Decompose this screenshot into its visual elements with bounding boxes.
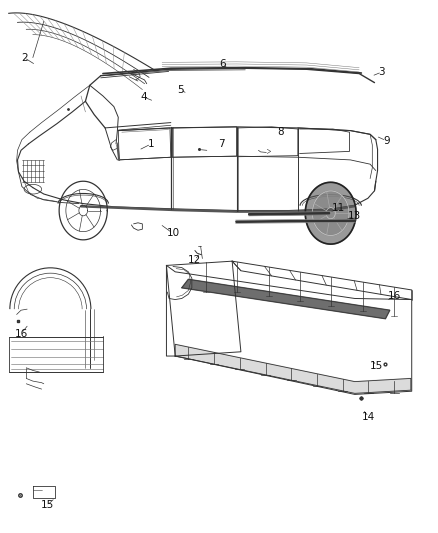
Polygon shape — [312, 191, 349, 236]
Text: 3: 3 — [378, 67, 385, 77]
Text: 6: 6 — [219, 59, 226, 69]
Text: 16: 16 — [14, 329, 28, 338]
Text: 13: 13 — [348, 212, 361, 221]
Polygon shape — [182, 279, 390, 319]
Text: 15: 15 — [370, 361, 383, 370]
Polygon shape — [305, 182, 356, 244]
Text: 10: 10 — [166, 229, 180, 238]
Polygon shape — [175, 344, 411, 393]
Text: 8: 8 — [277, 127, 284, 137]
Text: 16: 16 — [388, 291, 401, 301]
Text: 11: 11 — [332, 203, 345, 213]
Text: 9: 9 — [383, 136, 390, 146]
Text: 14: 14 — [362, 412, 375, 422]
Text: 5: 5 — [177, 85, 184, 94]
Text: 12: 12 — [188, 255, 201, 265]
Text: 4: 4 — [140, 92, 147, 102]
Text: 2: 2 — [21, 53, 28, 62]
Text: 7: 7 — [218, 139, 225, 149]
Text: 1: 1 — [148, 139, 155, 149]
Text: 15: 15 — [41, 500, 54, 510]
